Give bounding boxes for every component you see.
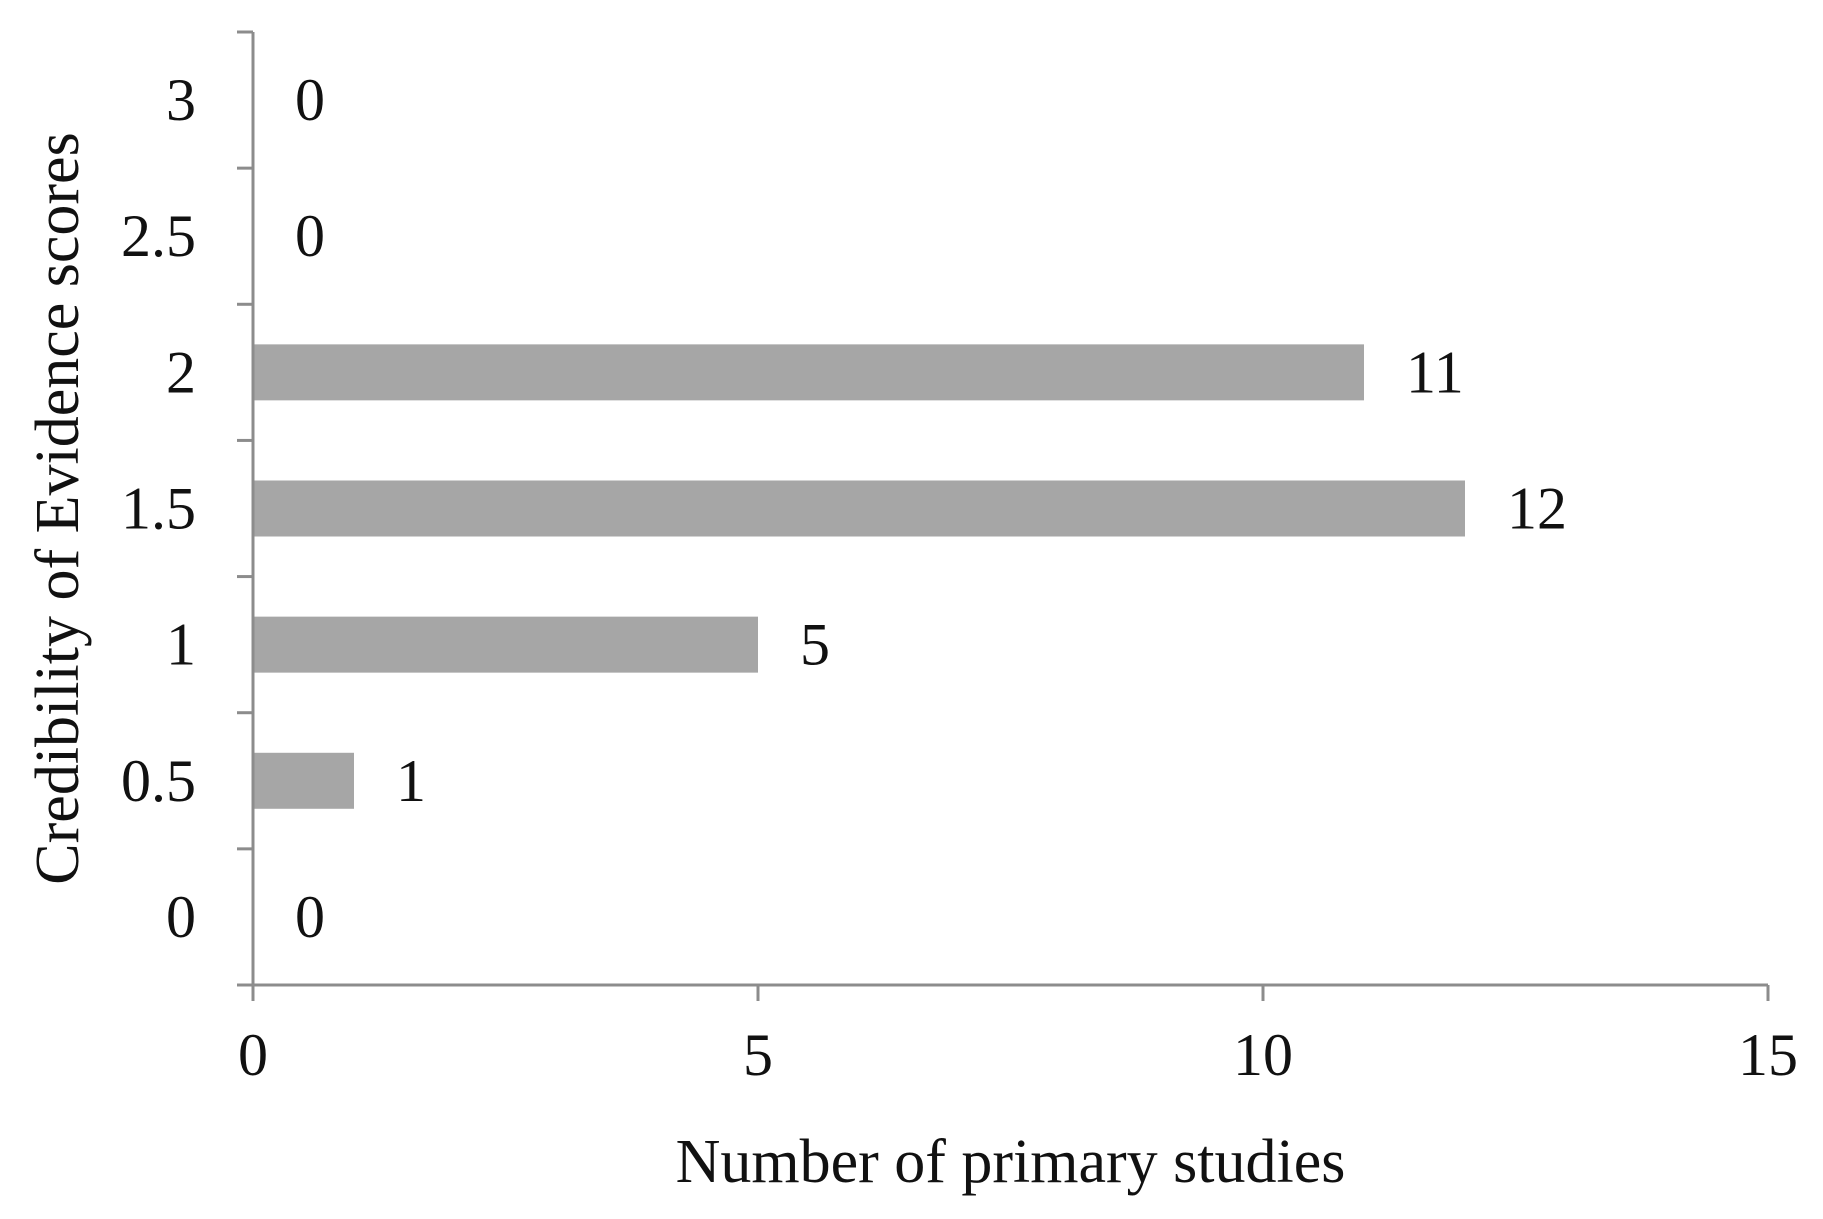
y-tick-label: 1 — [166, 612, 196, 678]
bar — [254, 752, 354, 809]
data-label: 11 — [1406, 339, 1464, 405]
data-label: 0 — [295, 67, 325, 133]
bar — [254, 344, 1364, 401]
y-tick-label: 0 — [166, 884, 196, 950]
x-tick-label: 5 — [743, 1022, 773, 1088]
x-axis-ticks: 0 5 10 15 — [238, 985, 1798, 1088]
data-label: 0 — [295, 203, 325, 269]
y-tick-label: 2.5 — [121, 203, 196, 269]
x-tick-label: 15 — [1738, 1022, 1798, 1088]
data-label: 0 — [295, 884, 325, 950]
y-tick-label: 2 — [166, 339, 196, 405]
bar — [254, 616, 758, 673]
y-axis-ticks: 3 2.5 2 1.5 1 0.5 0 — [121, 30, 253, 987]
y-axis-title: Credibility of Evidence scores — [24, 132, 92, 884]
y-tick-label: 3 — [166, 67, 196, 133]
data-label: 12 — [1507, 476, 1567, 542]
bar — [254, 480, 1465, 537]
y-tick-label: 1.5 — [121, 476, 196, 542]
y-tick-label: 0.5 — [121, 748, 196, 814]
data-label: 1 — [396, 748, 426, 814]
x-tick-label: 10 — [1233, 1022, 1293, 1088]
data-label: 5 — [800, 612, 830, 678]
x-tick-label: 0 — [238, 1022, 268, 1088]
chart-marks: 0 0 11 12 5 1 0 — [254, 67, 1567, 950]
x-axis-title: Number of primary studies — [676, 1128, 1346, 1196]
